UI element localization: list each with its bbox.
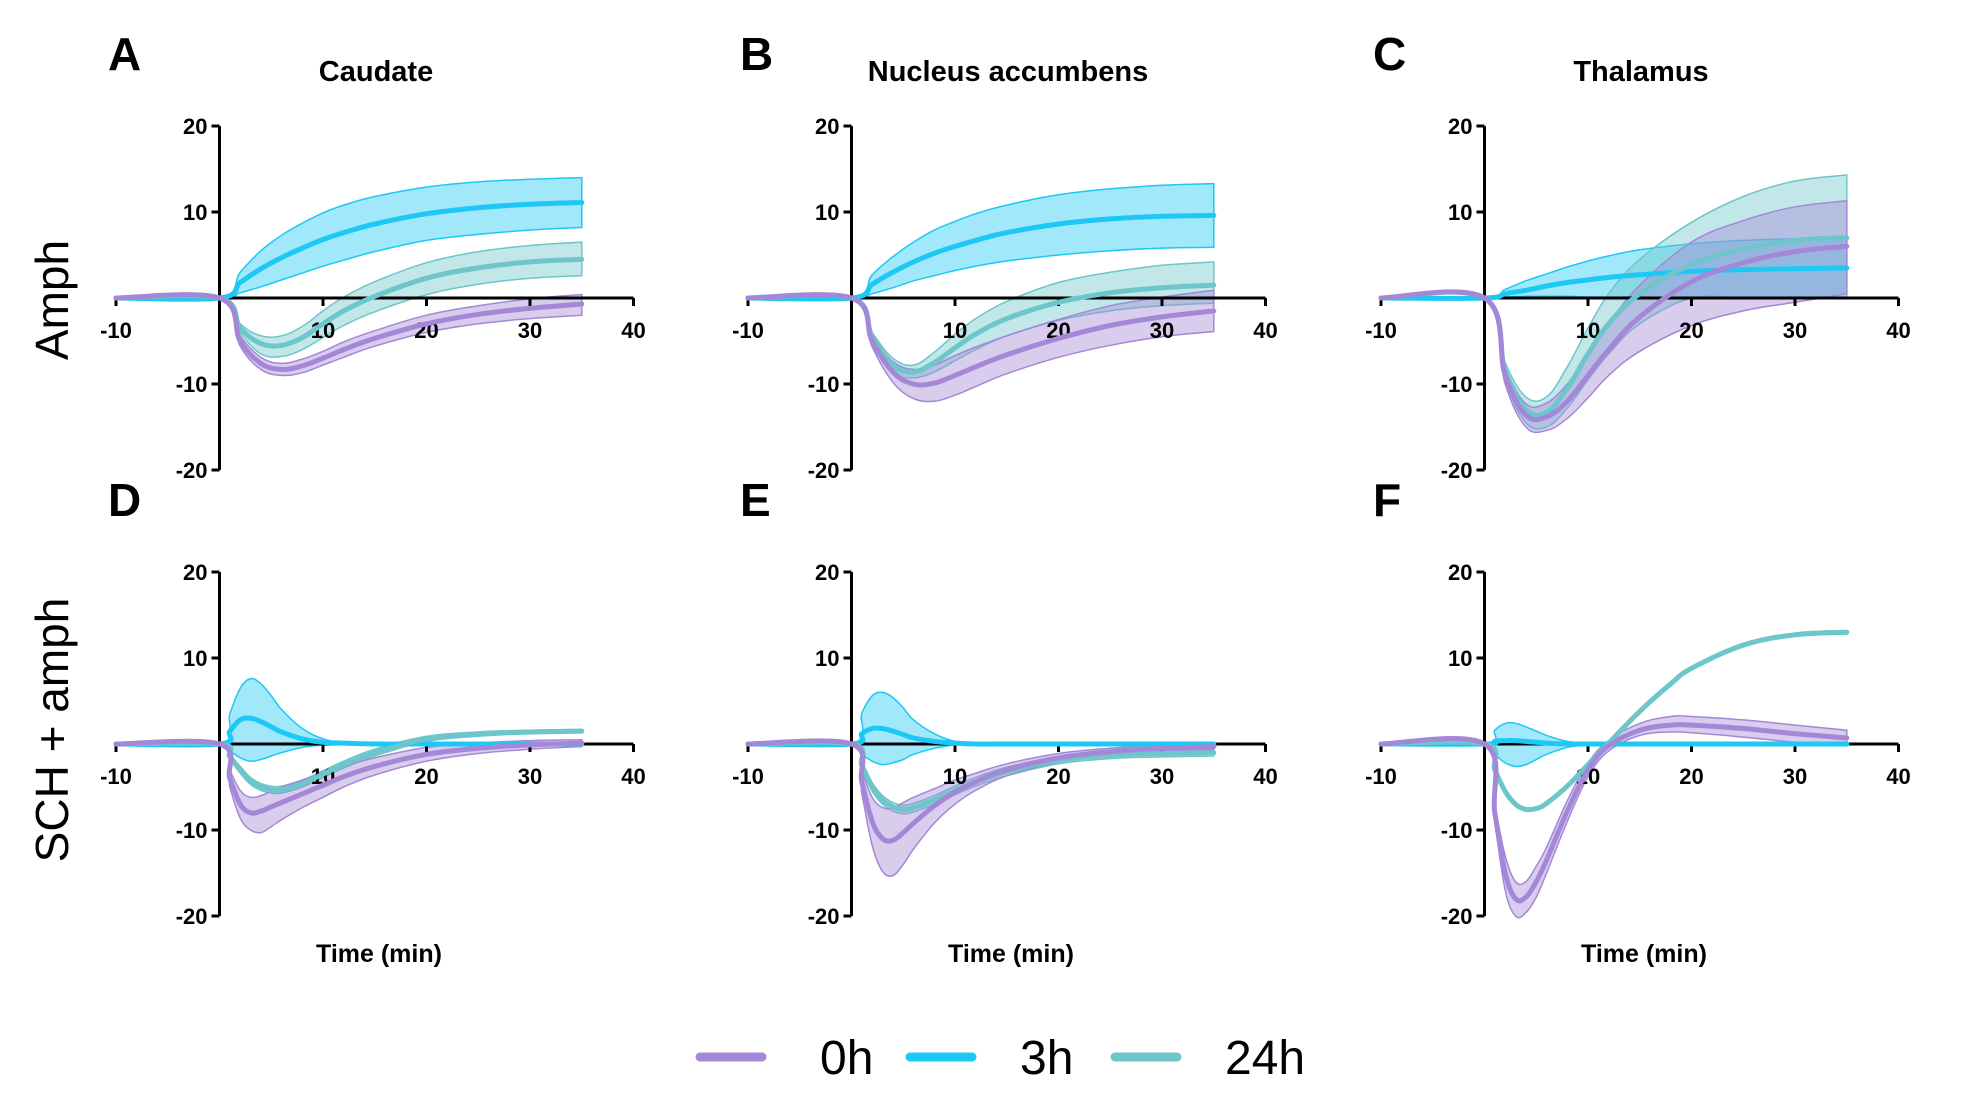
panel-title: Caudate — [319, 56, 433, 88]
series-line-3h — [745, 725, 1217, 748]
panel-letter-d: D — [108, 474, 141, 526]
band-0h — [1380, 199, 1848, 434]
x-tick-label: 40 — [1253, 764, 1277, 789]
x-tick-label: 30 — [1783, 764, 1807, 789]
legend-label: 24h — [1225, 1032, 1305, 1085]
x-tick-label: 20 — [1679, 764, 1703, 789]
legend: 0h 3h 24h — [695, 1032, 1305, 1085]
y-tick-label: 20 — [183, 114, 207, 139]
y-tick-label: 10 — [1448, 646, 1472, 671]
series-line-3h — [113, 200, 585, 302]
y-tick-label: -10 — [808, 372, 840, 397]
series-line-3h — [1378, 737, 1850, 747]
series-line-0h — [1378, 243, 1850, 423]
x-tick-label: -10 — [1365, 764, 1397, 789]
band-0h — [747, 739, 1215, 877]
x-tick-label: -10 — [100, 318, 132, 343]
y-tick-label: -20 — [176, 458, 208, 483]
y-tick-label: 20 — [1448, 114, 1472, 139]
panel-letter-e: E — [740, 474, 771, 526]
band-3h — [747, 691, 1214, 766]
y-tick-label: 20 — [1448, 560, 1472, 585]
y-tick-label: -10 — [808, 818, 840, 843]
y-tick-label: -20 — [808, 904, 840, 929]
series-line-0h — [745, 738, 1217, 844]
legend-label: 0h — [820, 1032, 873, 1085]
y-tick-label: 10 — [815, 646, 839, 671]
x-tick-label: 20 — [1679, 318, 1703, 343]
y-tick-label: 10 — [815, 200, 839, 225]
panel-letter-a: A — [108, 28, 141, 80]
series-line-0h — [113, 738, 585, 816]
row-label-sch-amph: SCH + amph — [26, 598, 78, 863]
band-3h — [115, 176, 583, 301]
series-line-0h — [745, 292, 1217, 388]
x-tick-label: -10 — [732, 764, 764, 789]
panels-container: A Caudate -10 10 20 30 40 20 10 -10 -20 B Nucleus ac… — [100, 28, 1911, 968]
x-tick-label: 30 — [518, 318, 542, 343]
y-tick-label: -10 — [176, 818, 208, 843]
panel-title: Nucleus accumbens — [868, 56, 1148, 88]
series-line-3h — [113, 715, 585, 748]
y-tick-label: 20 — [183, 560, 207, 585]
x-tick-label: 10 — [943, 318, 967, 343]
x-tick-label: -10 — [732, 318, 764, 343]
band-0h — [747, 289, 1215, 403]
x-axis-label: Time (min) — [1581, 940, 1707, 968]
panel-letter-b: B — [740, 28, 773, 80]
x-tick-label: 40 — [1253, 318, 1277, 343]
y-tick-label: 10 — [183, 646, 207, 671]
series-line-24h — [1378, 629, 1850, 813]
panel-letter-c: C — [1373, 28, 1406, 80]
x-tick-label: -10 — [1365, 318, 1397, 343]
series-line-3h — [1378, 265, 1850, 301]
x-tick-label: 30 — [1150, 764, 1174, 789]
x-tick-label: 40 — [621, 764, 645, 789]
band-24h — [747, 261, 1215, 379]
panel-letter-f: F — [1373, 474, 1401, 526]
legend-label: 3h — [1020, 1032, 1073, 1085]
x-tick-label: 30 — [518, 764, 542, 789]
series-line-0h — [1378, 722, 1850, 904]
panel-title: Thalamus — [1573, 56, 1708, 88]
x-tick-label: -10 — [100, 764, 132, 789]
y-tick-label: 20 — [815, 114, 839, 139]
x-tick-label: 30 — [1150, 318, 1174, 343]
x-tick-label: 20 — [1046, 764, 1070, 789]
x-axis-label: Time (min) — [948, 940, 1074, 968]
x-tick-label: 30 — [1783, 318, 1807, 343]
y-tick-label: -10 — [176, 372, 208, 397]
series-line-0h — [113, 292, 585, 372]
x-tick-label: 20 — [414, 764, 438, 789]
x-tick-label: 40 — [1886, 318, 1910, 343]
y-tick-label: -20 — [1441, 458, 1473, 483]
y-tick-label: 10 — [1448, 200, 1472, 225]
y-tick-label: -10 — [1441, 372, 1473, 397]
x-tick-label: 40 — [621, 318, 645, 343]
x-axis-label: Time (min) — [316, 940, 442, 968]
y-tick-label: -20 — [808, 458, 840, 483]
series-line-3h — [745, 212, 1217, 302]
row-label-amph: Amph — [26, 240, 78, 360]
legend-item-0h: 0h — [695, 1032, 873, 1085]
y-tick-label: -10 — [1441, 818, 1473, 843]
y-tick-label: 20 — [815, 560, 839, 585]
y-tick-label: -20 — [176, 904, 208, 929]
y-tick-label: 10 — [183, 200, 207, 225]
x-tick-label: 40 — [1886, 764, 1910, 789]
legend-item-3h: 3h — [905, 1032, 1073, 1085]
legend-item-24h: 24h — [1110, 1032, 1305, 1085]
y-tick-label: -20 — [1441, 904, 1473, 929]
